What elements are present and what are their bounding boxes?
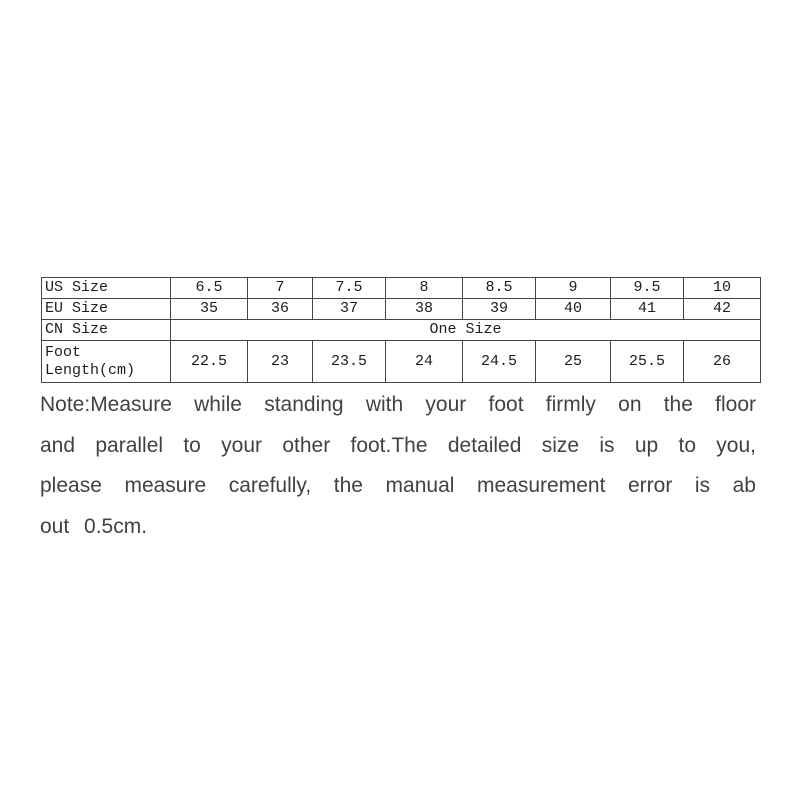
foot-length-value: 25.5 [610,340,684,383]
eu-size-value: 37 [312,298,386,320]
note-line: out 0.5cm. [40,514,148,538]
us-size-value: 10 [683,277,761,299]
note-line: and parallel to your other foot.The deta… [40,433,756,457]
foot-length-value: 22.5 [170,340,248,383]
foot-length-value: 24.5 [462,340,536,383]
row-label-us-size: US Size [41,277,171,299]
row-label-cn-size: CN Size [41,319,171,341]
foot-length-value: 23 [247,340,313,383]
us-size-value: 6.5 [170,277,248,299]
eu-size-value: 42 [683,298,761,320]
eu-size-value: 36 [247,298,313,320]
eu-size-value: 41 [610,298,684,320]
row-label-foot-length: Foot Length(cm) [41,340,171,383]
foot-length-value: 26 [683,340,761,383]
eu-size-value: 38 [385,298,463,320]
measurement-note: Note:Measure while standing with your fo… [40,385,756,547]
eu-size-value: 35 [170,298,248,320]
foot-length-value: 24 [385,340,463,383]
us-size-value: 9.5 [610,277,684,299]
us-size-value: 8 [385,277,463,299]
row-label-eu-size: EU Size [41,298,171,320]
table-row-eu-size: EU Size 35 36 37 38 39 40 41 42 [41,298,761,320]
note-line: Note:Measure while standing with your fo… [40,393,756,416]
cn-size-merged-value: One Size [170,319,761,341]
table-row-us-size: US Size 6.5 7 7.5 8 8.5 9 9.5 10 [41,277,761,299]
size-chart-table: US Size 6.5 7 7.5 8 8.5 9 9.5 10 EU Size… [41,277,761,383]
foot-length-value: 23.5 [312,340,386,383]
us-size-value: 7.5 [312,277,386,299]
note-line: please measure carefully, the manual mea… [40,474,756,497]
table-row-foot-length: Foot Length(cm) 22.5 23 23.5 24 24.5 25 … [41,340,761,383]
foot-length-value: 25 [535,340,611,383]
table-row-cn-size: CN Size One Size [41,319,761,341]
eu-size-value: 40 [535,298,611,320]
eu-size-value: 39 [462,298,536,320]
us-size-value: 8.5 [462,277,536,299]
us-size-value: 7 [247,277,313,299]
us-size-value: 9 [535,277,611,299]
